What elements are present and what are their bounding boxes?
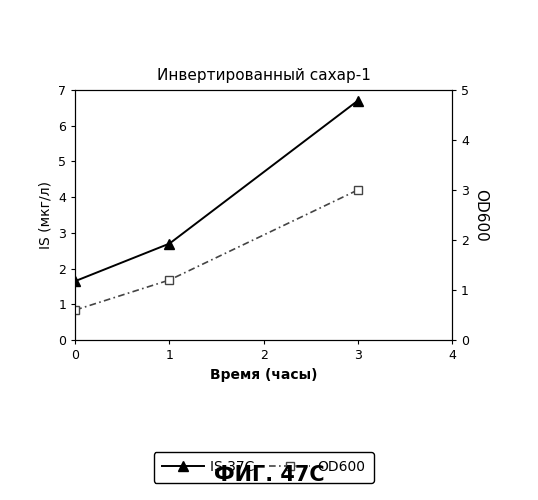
Y-axis label: OD600: OD600 [473,188,489,242]
Y-axis label: IS (мкг/л): IS (мкг/л) [39,181,53,249]
Text: ФИГ. 47C: ФИГ. 47C [214,465,324,485]
X-axis label: Время (часы): Время (часы) [210,368,317,382]
Title: Инвертированный сахар-1: Инвертированный сахар-1 [157,68,371,84]
Legend: IS 37C, OD600: IS 37C, OD600 [153,452,374,482]
